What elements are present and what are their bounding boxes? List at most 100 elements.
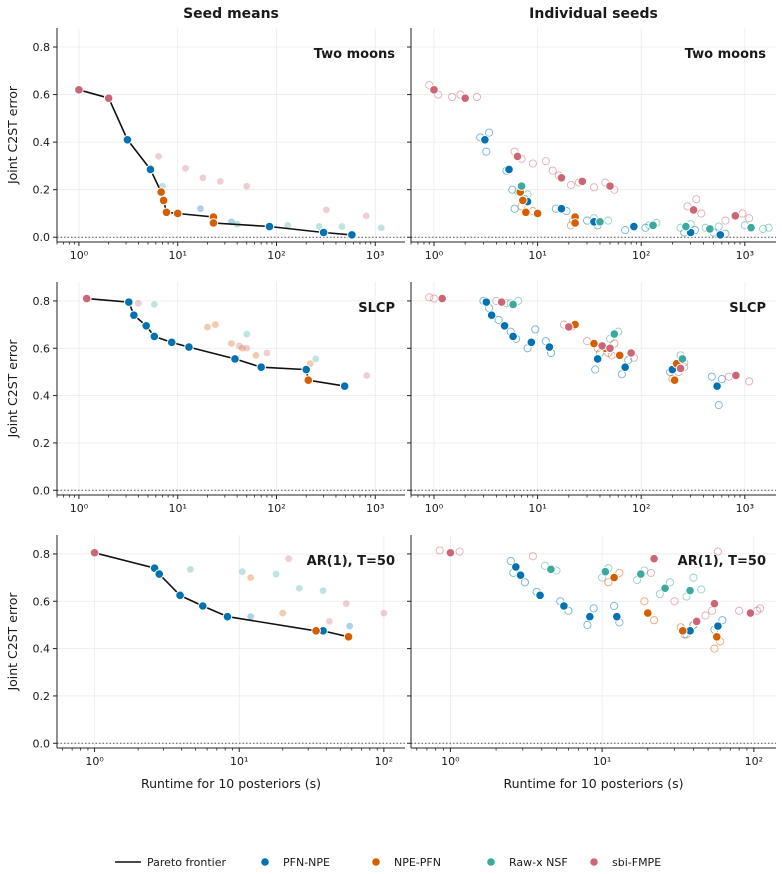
point-npe-pfn: [343, 631, 354, 642]
point-pfn-npe: [347, 230, 357, 240]
point-sbi-fmpe: [512, 151, 523, 162]
non-frontier-points: [425, 81, 773, 238]
point-raw-x-nsf-faded: [295, 584, 303, 592]
point-pfn-npe-seed: [531, 325, 540, 334]
point-npe-pfn-faded: [211, 321, 219, 328]
point-sbi-fmpe-faded: [363, 372, 371, 379]
point-sbi-fmpe-faded: [216, 177, 224, 185]
y-tick-label: 0.6: [33, 89, 51, 102]
point-pfn-npe: [559, 601, 569, 611]
point-pfn-npe-seed: [494, 315, 503, 324]
point-raw-x-nsf-seed: [689, 573, 698, 582]
panel-task-title: Two moons: [685, 47, 767, 62]
point-raw-x-nsf-faded: [238, 568, 246, 576]
point-pfn-npe: [175, 590, 185, 601]
point-npe-pfn-seed: [640, 597, 649, 606]
point-pfn-npe-seed: [591, 365, 600, 374]
point-pfn-npe: [620, 362, 630, 373]
point-raw-x-nsf-seed: [665, 578, 675, 587]
panel-ar-1-t-50-individual-seeds: 10⁰ 10¹ 10² Runtime for 10 posteriors (s) AR…: [407, 535, 776, 791]
point-sbi-fmpe-seed: [566, 180, 576, 189]
point-pfn-npe-seed: [510, 204, 519, 213]
legend-dot-marker: [486, 857, 496, 867]
point-raw-x-nsf: [685, 585, 695, 596]
point-pfn-npe: [124, 297, 134, 307]
point-sbi-fmpe: [556, 173, 567, 183]
point-npe-pfn-seed: [710, 644, 719, 653]
point-raw-x-nsf-faded: [243, 330, 251, 338]
point-pfn-npe: [318, 227, 329, 238]
x-tick-label: 10²: [632, 249, 650, 262]
point-sbi-fmpe-seed: [697, 209, 706, 218]
point-sbi-fmpe-seed: [548, 166, 557, 175]
point-raw-x-nsf-faded: [284, 221, 292, 229]
point-raw-x-nsf-faded: [338, 223, 346, 230]
point-sbi-fmpe: [709, 598, 720, 609]
panel-two-moons-seed-means: 0.0 0.2 0.4 0.6 0.8 10⁰ 10¹ 10² 10³ Joint C2ST er…: [5, 28, 405, 262]
point-pfn-npe: [197, 601, 208, 611]
y-tick-label: 0.8: [33, 41, 51, 54]
point-sbi-fmpe: [89, 547, 100, 558]
point-npe-pfn-faded: [204, 323, 211, 331]
y-tick-label: 0.4: [33, 643, 51, 656]
point-sbi-fmpe: [688, 205, 699, 215]
frontier-points: [74, 85, 357, 240]
frontier-points: [445, 547, 756, 642]
y-tick-label: 0.8: [33, 548, 51, 561]
legend-label: sbi-FMPE: [612, 856, 661, 869]
point-sbi-fmpe: [429, 85, 439, 95]
point-sbi-fmpe: [691, 616, 702, 627]
point-pfn-npe: [585, 611, 595, 622]
x-tick-label: 10⁰: [70, 249, 89, 262]
point-raw-x-nsf-seed: [714, 222, 723, 231]
panel-two-moons-individual-seeds: 10⁰ 10¹ 10² 10³ Two moons: [407, 28, 776, 262]
point-sbi-fmpe-faded: [134, 299, 142, 307]
point-npe-pfn: [161, 207, 172, 218]
frontier-points: [437, 293, 741, 391]
point-pfn-npe-seed: [610, 601, 619, 611]
point-pfn-npe-seed: [589, 604, 598, 613]
point-raw-x-nsf-seed: [764, 223, 773, 232]
panel-ar-1-t-50-seed-means: 0.0 0.2 0.4 0.6 0.8 10⁰ 10¹ 10² Joint C2ST error…: [5, 535, 405, 791]
column-title: Individual seeds: [529, 6, 658, 22]
point-sbi-fmpe-seed: [646, 568, 656, 577]
point-pfn-npe: [504, 164, 514, 175]
point-raw-x-nsf: [746, 222, 756, 233]
point-pfn-npe: [129, 310, 139, 320]
x-tick-label: 10⁰: [70, 502, 89, 515]
x-tick-label: 10³: [736, 502, 754, 515]
point-raw-x-nsf: [636, 569, 646, 579]
point-pfn-npe-seed: [717, 374, 726, 384]
point-pfn-npe: [480, 134, 490, 145]
point-sbi-fmpe-seed: [670, 597, 679, 606]
x-tick-label: 10⁰: [425, 502, 444, 515]
legend-item-pfn-npe: PFN-NPE: [260, 856, 330, 869]
y-tick-label: 0.4: [33, 390, 51, 403]
point-sbi-fmpe-faded: [362, 212, 370, 220]
point-pfn-npe-faded: [346, 622, 354, 630]
point-raw-x-nsf: [705, 224, 715, 234]
point-sbi-fmpe-seed: [735, 606, 744, 615]
point-sbi-fmpe-seed: [589, 183, 599, 192]
x-tick-label: 10¹: [593, 755, 611, 768]
x-tick-label: 10²: [745, 755, 763, 768]
x-tick-label: 10¹: [230, 755, 248, 768]
point-raw-x-nsf: [648, 220, 658, 231]
point-npe-pfn-faded: [279, 609, 287, 617]
point-pfn-npe: [544, 342, 555, 352]
point-sbi-fmpe-faded: [182, 164, 189, 172]
x-axis-label: Runtime for 10 posteriors (s): [141, 776, 321, 791]
point-sbi-fmpe-seed: [425, 81, 434, 90]
point-npe-pfn-faded: [247, 574, 255, 581]
point-npe-pfn-faded: [238, 344, 246, 352]
point-raw-x-nsf: [677, 354, 688, 364]
point-pfn-npe: [149, 331, 160, 342]
point-sbi-fmpe-faded: [325, 617, 333, 625]
point-sbi-fmpe-seed: [425, 293, 434, 302]
legend-label: Raw-x NSF: [509, 856, 568, 869]
point-raw-x-nsf: [508, 299, 518, 310]
point-pfn-npe-seed: [714, 401, 723, 410]
point-sbi-fmpe-seed: [435, 546, 444, 555]
point-raw-x-nsf-faded: [272, 570, 280, 578]
